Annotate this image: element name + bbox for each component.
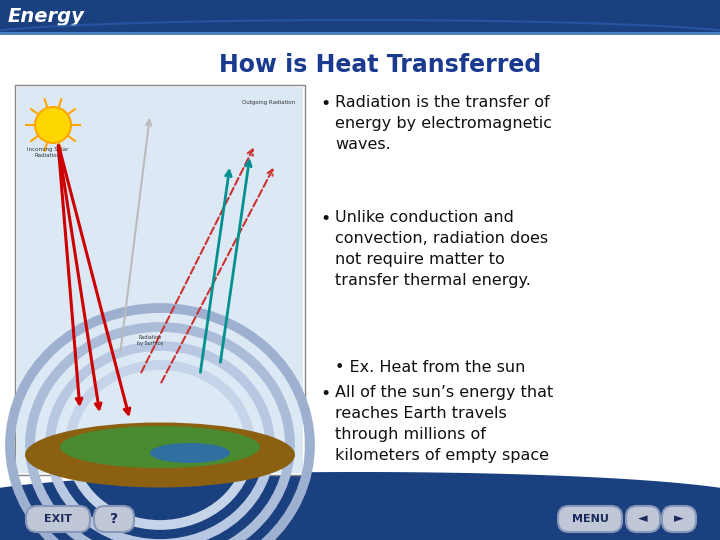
- Bar: [0, 500, 720, 540]
- Text: ◄: ◄: [638, 512, 648, 525]
- Text: All of the sun’s energy that
reaches Earth travels
through millions of
kilometer: All of the sun’s energy that reaches Ear…: [335, 385, 553, 463]
- Text: Radiation is the transfer of
energy by electromagnetic
waves.: Radiation is the transfer of energy by e…: [335, 95, 552, 152]
- Text: •: •: [320, 385, 330, 403]
- FancyBboxPatch shape: [94, 506, 134, 532]
- Bar: [15, 85, 305, 475]
- FancyBboxPatch shape: [626, 506, 660, 532]
- Text: MENU: MENU: [572, 514, 608, 524]
- Text: Unlike conduction and
convection, radiation does
not require matter to
transfer : Unlike conduction and convection, radiat…: [335, 210, 548, 288]
- FancyBboxPatch shape: [662, 506, 696, 532]
- FancyBboxPatch shape: [558, 506, 622, 532]
- Text: How is Heat Transferred: How is Heat Transferred: [219, 53, 541, 77]
- Bar: [17, 87, 303, 473]
- Text: •: •: [320, 210, 330, 228]
- Text: Incoming Solar
Radiation: Incoming Solar Radiation: [27, 147, 68, 158]
- Text: Radiation
by Surface: Radiation by Surface: [137, 335, 163, 346]
- Ellipse shape: [60, 426, 260, 468]
- Text: Energy: Energy: [8, 8, 85, 26]
- Text: ►: ►: [674, 512, 684, 525]
- Circle shape: [35, 107, 71, 143]
- Text: ?: ?: [110, 512, 118, 526]
- Ellipse shape: [150, 443, 230, 463]
- Bar: [0, 32, 720, 35]
- Text: •: •: [320, 95, 330, 113]
- Bar: [0, 0, 720, 32]
- FancyBboxPatch shape: [26, 506, 90, 532]
- Text: Outgoing Radiation: Outgoing Radiation: [242, 100, 295, 105]
- Text: • Ex. Heat from the sun: • Ex. Heat from the sun: [335, 360, 526, 375]
- Text: EXIT: EXIT: [44, 514, 72, 524]
- Ellipse shape: [25, 422, 295, 488]
